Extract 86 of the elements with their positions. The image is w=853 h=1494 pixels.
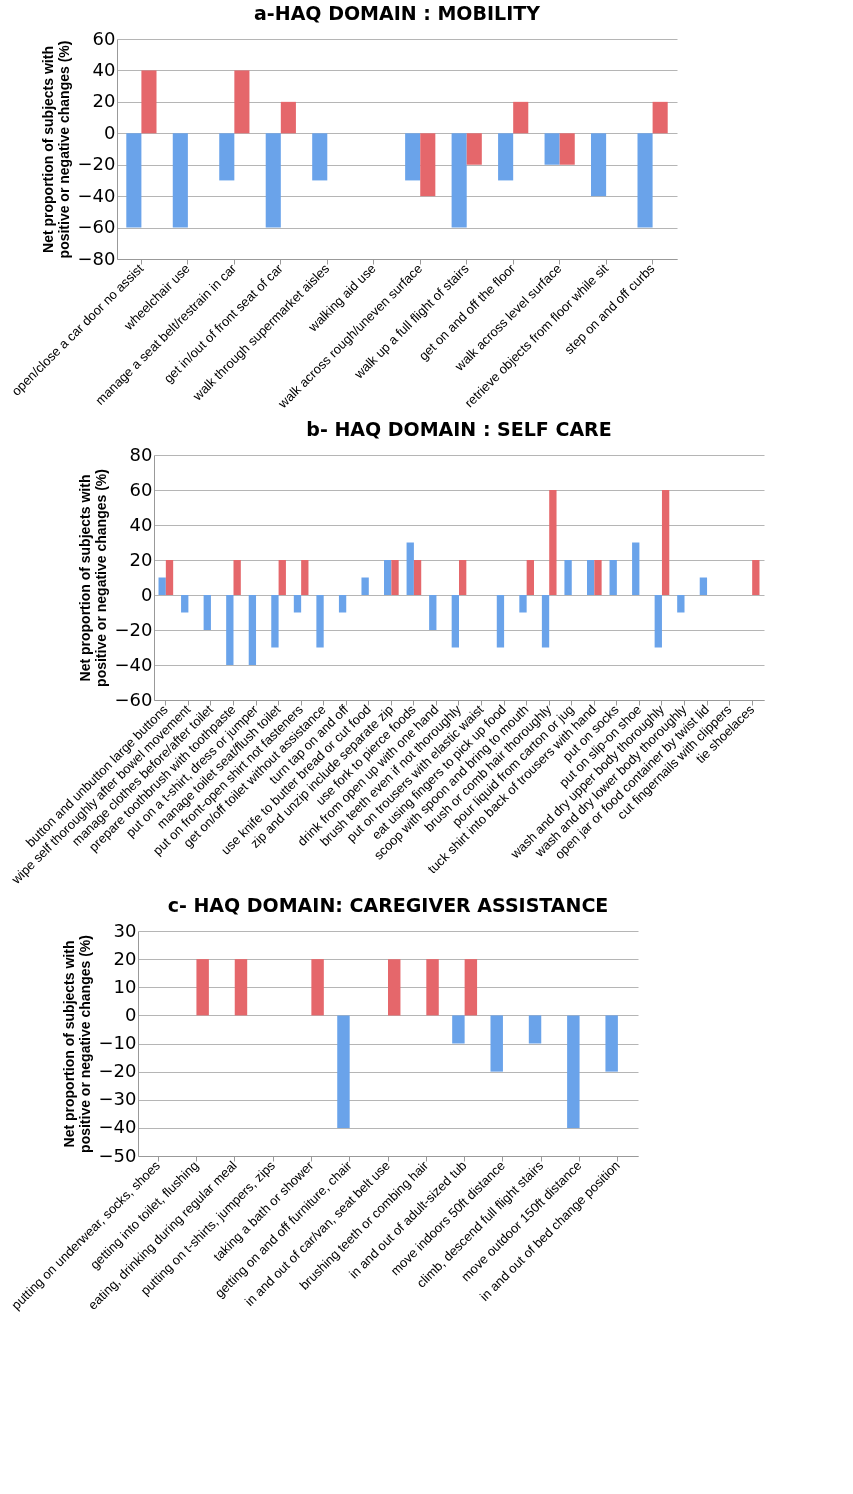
bar bbox=[405, 133, 421, 181]
chart-title: c- HAQ DOMAIN: CAREGIVER ASSISTANCE bbox=[167, 894, 609, 916]
bar bbox=[496, 595, 505, 648]
y-tick-label: −50 bbox=[98, 1144, 137, 1166]
y-tick-label: 10 bbox=[113, 975, 137, 997]
y-tick-label: 20 bbox=[113, 947, 137, 969]
bar bbox=[141, 70, 157, 134]
bar bbox=[609, 560, 617, 595]
y-tick-label: −40 bbox=[98, 1116, 137, 1138]
bar bbox=[526, 560, 534, 595]
y-tick-label: −80 bbox=[77, 247, 116, 269]
y-tick-label: 40 bbox=[129, 513, 153, 535]
bar bbox=[661, 490, 670, 595]
bar bbox=[451, 595, 459, 648]
y-tick-label: −30 bbox=[98, 1088, 137, 1110]
bar bbox=[126, 133, 142, 228]
bar bbox=[498, 133, 514, 181]
bar bbox=[549, 490, 557, 595]
y-tick-label: 0 bbox=[141, 583, 153, 605]
bar bbox=[361, 577, 369, 595]
bar bbox=[301, 560, 309, 595]
bar bbox=[451, 133, 467, 228]
bar bbox=[181, 595, 189, 613]
bar bbox=[280, 101, 296, 134]
bar bbox=[586, 560, 595, 595]
bar bbox=[459, 560, 467, 595]
bar bbox=[271, 595, 279, 648]
y-axis-title: Net proportion of subjects with positive or negative changes (%) bbox=[39, 40, 72, 259]
bar bbox=[654, 595, 662, 648]
y-tick-label: 60 bbox=[129, 478, 153, 500]
y-tick-label: −10 bbox=[98, 1032, 137, 1053]
y-tick-label: 20 bbox=[129, 548, 153, 570]
bar bbox=[233, 560, 241, 595]
bar bbox=[752, 560, 760, 595]
y-tick-label: 40 bbox=[92, 58, 116, 80]
chart-title: b- HAQ DOMAIN : SELF CARE bbox=[306, 418, 612, 440]
bar bbox=[406, 542, 414, 595]
bar bbox=[677, 595, 685, 613]
bar bbox=[248, 595, 257, 665]
y-tick-label: −60 bbox=[114, 688, 153, 710]
bar bbox=[519, 595, 527, 613]
bar bbox=[591, 133, 607, 197]
y-axis-title: Net proportion of subjects with positive or negative changes (%) bbox=[76, 469, 109, 687]
bar bbox=[594, 560, 602, 595]
bar bbox=[265, 133, 281, 228]
y-tick-label: −40 bbox=[114, 653, 153, 675]
bar bbox=[278, 560, 286, 595]
bar bbox=[165, 560, 174, 595]
y-tick-label: −20 bbox=[114, 618, 153, 640]
bar bbox=[541, 595, 550, 648]
bar bbox=[158, 577, 166, 595]
bar bbox=[384, 560, 392, 595]
bar bbox=[312, 133, 328, 181]
bar bbox=[632, 542, 640, 595]
bar bbox=[564, 560, 572, 595]
y-tick-label: −60 bbox=[77, 216, 116, 238]
bar bbox=[637, 133, 653, 228]
bar bbox=[544, 133, 560, 165]
bar bbox=[316, 595, 324, 648]
bar bbox=[420, 133, 436, 197]
bar bbox=[172, 133, 188, 228]
y-tick-label: −20 bbox=[98, 1060, 137, 1082]
bar bbox=[391, 560, 399, 595]
y-tick-label: 0 bbox=[104, 121, 116, 143]
bar bbox=[559, 133, 575, 165]
bar bbox=[293, 595, 302, 613]
y-tick-label: −20 bbox=[77, 153, 116, 175]
y-tick-label: 20 bbox=[92, 90, 116, 112]
bar bbox=[466, 133, 482, 165]
y-tick-label: 30 bbox=[113, 919, 137, 941]
bar bbox=[429, 595, 437, 630]
chart-title: a-HAQ DOMAIN : MOBILITY bbox=[254, 2, 541, 24]
bar bbox=[219, 133, 235, 181]
bar bbox=[226, 595, 234, 665]
y-tick-label: 60 bbox=[92, 27, 116, 49]
y-tick-label: −40 bbox=[77, 184, 116, 206]
bar bbox=[338, 595, 347, 613]
y-tick-label: 0 bbox=[125, 1003, 137, 1025]
bar bbox=[413, 560, 422, 595]
y-tick-label: 80 bbox=[129, 443, 153, 465]
bar bbox=[234, 70, 250, 134]
bar bbox=[652, 101, 668, 134]
bar bbox=[699, 577, 708, 595]
bar bbox=[513, 101, 529, 134]
y-axis-title: Net proportion of subjects with positive or negative changes (%) bbox=[60, 935, 93, 1153]
bar bbox=[203, 595, 211, 630]
